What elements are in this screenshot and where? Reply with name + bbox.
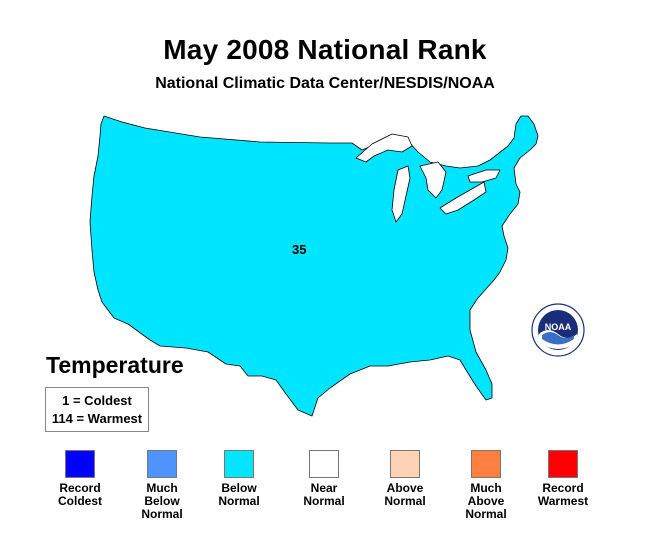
us-contiguous-region (89, 115, 539, 417)
noaa-logo-icon: NOAA (531, 303, 585, 357)
legend-item: Record Coldest (40, 450, 120, 508)
section-title: Temperature (46, 352, 184, 378)
legend-swatch (224, 450, 254, 478)
legend-label: Record Coldest (57, 481, 102, 508)
rank-key-box: 1 = Coldest 114 = Warmest (45, 387, 149, 432)
legend-item: Much Above Normal (446, 450, 526, 521)
noaa-logo-text: NOAA (545, 322, 572, 332)
map-title: May 2008 National Rank (163, 34, 487, 65)
map-subtitle: National Climatic Data Center/NESDIS/NOA… (155, 75, 495, 92)
legend-swatch (390, 450, 420, 478)
legend-label: Above Normal (384, 481, 426, 508)
legend-item: Record Warmest (523, 450, 603, 508)
legend-swatch (309, 450, 339, 478)
rank-value: 35 (292, 242, 307, 257)
key-line-coldest: 1 = Coldest (62, 392, 132, 408)
great-lakes (355, 133, 501, 223)
legend-item: Much Below Normal (122, 450, 202, 521)
legend-item: Above Normal (365, 450, 445, 508)
legend-label: Much Above Normal (465, 481, 507, 521)
legend-label: Near Normal (303, 481, 345, 508)
legend-swatch (471, 450, 501, 478)
legend-item: Near Normal (284, 450, 364, 508)
legend-label: Below Normal (218, 481, 260, 508)
legend-swatch (548, 450, 578, 478)
legend-label: Record Warmest (537, 481, 589, 508)
legend-swatch (147, 450, 177, 478)
legend-item: Below Normal (199, 450, 279, 508)
legend-swatch (65, 450, 95, 478)
legend-label: Much Below Normal (141, 481, 183, 521)
key-line-warmest: 114 = Warmest (51, 410, 143, 426)
